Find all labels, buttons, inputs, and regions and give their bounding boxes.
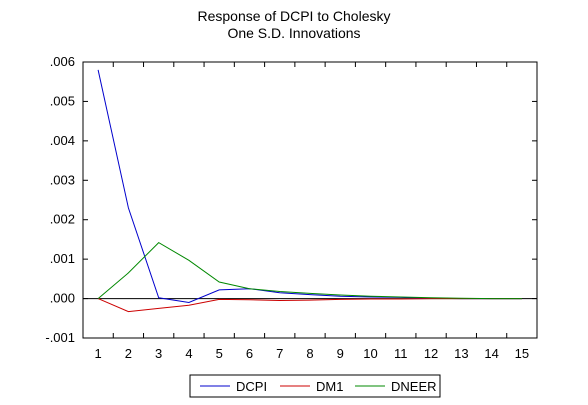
x-tick-label: 13 bbox=[454, 346, 468, 361]
plot-border bbox=[82, 61, 538, 339]
x-tick-label: 6 bbox=[246, 346, 253, 361]
x-tick-label: 12 bbox=[424, 346, 438, 361]
y-tick-label: .004 bbox=[50, 133, 75, 148]
x-tick-label: 10 bbox=[363, 346, 377, 361]
legend-box bbox=[189, 374, 441, 398]
x-tick-label: 15 bbox=[515, 346, 529, 361]
legend: DCPI DM1 DNEER bbox=[189, 374, 441, 398]
legend-label-dcpi: DCPI bbox=[236, 379, 267, 394]
series-line-dm1 bbox=[97, 298, 522, 313]
y-tick-label: -.001 bbox=[45, 330, 75, 345]
x-tick-label: 1 bbox=[95, 346, 102, 361]
x-tick-label: 2 bbox=[125, 346, 132, 361]
x-tick-label: 4 bbox=[185, 346, 192, 361]
y-axis: -.001 .000 .001 .002 .003 .004 .005 .006 bbox=[45, 54, 537, 345]
series-layer bbox=[97, 69, 522, 313]
y-tick-label: .001 bbox=[50, 251, 75, 266]
y-tick-label: .002 bbox=[50, 212, 75, 227]
y-tick-label: .005 bbox=[50, 93, 75, 108]
x-tick-label: 11 bbox=[394, 346, 408, 361]
y-tick-label: .000 bbox=[50, 291, 75, 306]
x-tick-label: 9 bbox=[337, 346, 344, 361]
legend-label-dm1: DM1 bbox=[316, 379, 343, 394]
x-tick-label: 7 bbox=[276, 346, 283, 361]
series-line-dneer bbox=[97, 241, 522, 300]
legend-label-dneer: DNEER bbox=[391, 379, 437, 394]
x-tick-label: 3 bbox=[155, 346, 162, 361]
x-axis: 1 2 3 4 5 6 7 8 9 10 11 12 13 14 15 bbox=[82, 62, 538, 361]
y-tick-label: .003 bbox=[50, 172, 75, 187]
chart-title: Response of DCPI to Cholesky bbox=[197, 8, 391, 24]
x-tick-label: 14 bbox=[484, 346, 498, 361]
x-tick-label: 5 bbox=[216, 346, 223, 361]
x-tick-label: 8 bbox=[306, 346, 313, 361]
series-line-dcpi bbox=[97, 69, 522, 304]
chart-subtitle: One S.D. Innovations bbox=[227, 25, 361, 41]
plot-area bbox=[82, 61, 538, 339]
y-tick-label: .006 bbox=[50, 54, 75, 69]
